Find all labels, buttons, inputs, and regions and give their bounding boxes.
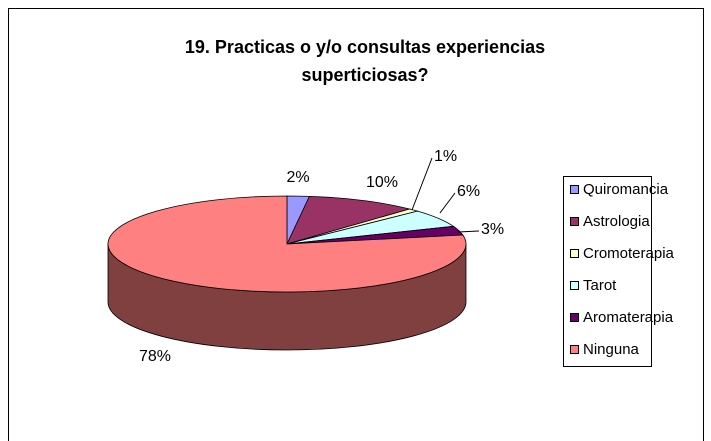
data-label: 2% <box>286 169 309 186</box>
legend-label: Tarot <box>583 277 617 294</box>
pie-slice <box>286 195 412 245</box>
legend-label: Ninguna <box>583 341 640 358</box>
legend-swatch <box>570 345 579 354</box>
legend-label: Quiromancia <box>583 181 669 198</box>
data-label: 6% <box>457 183 480 200</box>
legend-label: Astrologia <box>583 213 650 230</box>
chart-title: 19. Practicas o y/o consultas experienci… <box>185 37 545 57</box>
leader-line <box>439 192 456 214</box>
legend-label: Aromaterapia <box>583 309 674 326</box>
chart-title-line-2: superticiosas? <box>301 65 428 85</box>
legend-box <box>563 176 652 367</box>
data-label: 3% <box>481 221 504 238</box>
legend-swatch <box>570 217 579 226</box>
data-label: 1% <box>434 148 457 165</box>
leader-line <box>457 230 480 233</box>
pie-slice <box>107 195 467 293</box>
legend-swatch <box>570 185 579 194</box>
data-label: 78% <box>139 348 171 365</box>
legend-swatch <box>570 281 579 290</box>
legend-label: Cromoterapia <box>583 245 675 262</box>
legend-swatch <box>570 249 579 258</box>
legend-swatch <box>570 313 579 322</box>
data-label: 10% <box>366 174 398 191</box>
leader-line <box>411 157 433 211</box>
